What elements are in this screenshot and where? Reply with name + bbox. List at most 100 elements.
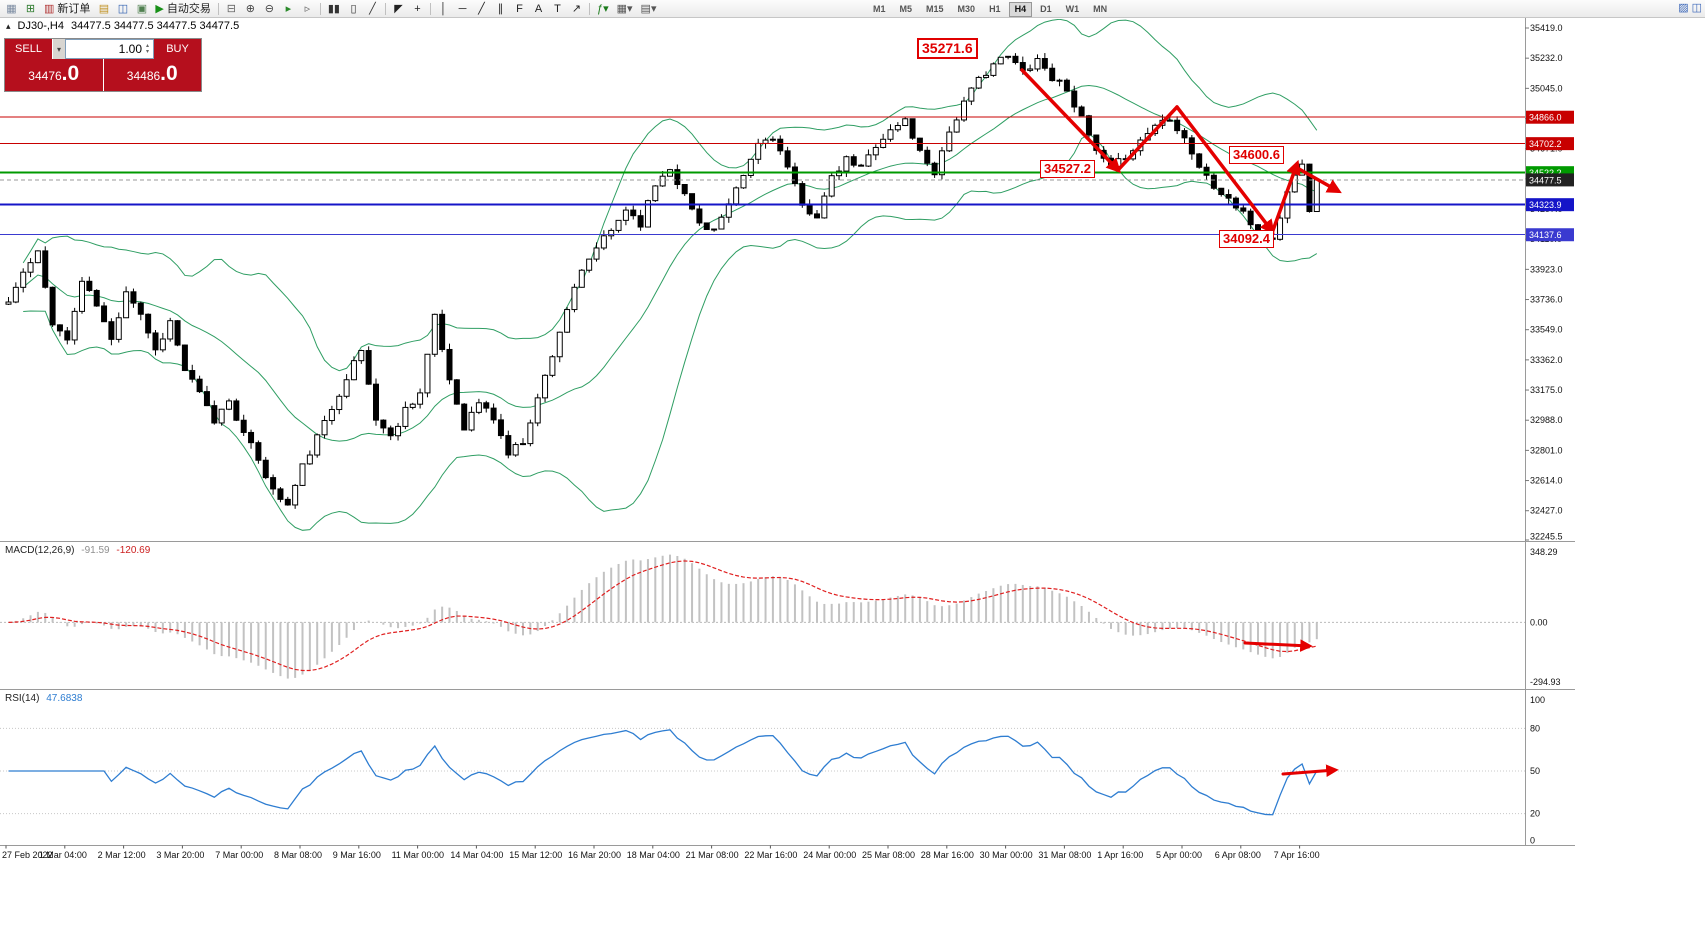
toolbar-separator bbox=[319, 2, 321, 15]
volume-input[interactable]: 1.00 ▴ ▾ bbox=[65, 39, 154, 59]
trade-panel-top-row: SELL ▾ 1.00 ▴ ▾ BUY bbox=[5, 39, 201, 59]
price-annotation-swing-high-2[interactable]: 34600.6 bbox=[1229, 146, 1284, 164]
market-watch-icon: ◫ bbox=[117, 2, 129, 15]
one-click-toggle-icon[interactable]: ▴ bbox=[6, 20, 11, 31]
templates-dropdown[interactable]: ▤▾ bbox=[638, 1, 660, 17]
candlestick-button[interactable]: ▯ bbox=[345, 1, 362, 17]
chart-window-icon[interactable]: ▨ bbox=[1678, 2, 1689, 14]
data-window-button[interactable]: ▣ bbox=[133, 1, 150, 17]
svg-text:32988.0: 32988.0 bbox=[1530, 415, 1563, 425]
sell-button[interactable]: 34476.0 bbox=[5, 59, 103, 91]
label-button[interactable]: T bbox=[549, 1, 566, 17]
indicators-dropdown[interactable]: ƒ▾ bbox=[594, 1, 612, 17]
timeframe-m30[interactable]: M30 bbox=[957, 4, 976, 14]
new-chart-button[interactable]: ⊞ bbox=[22, 1, 39, 17]
fibonacci-icon: F bbox=[516, 2, 523, 15]
buy-label[interactable]: BUY bbox=[154, 39, 201, 59]
new-order-icon: ▥ bbox=[44, 2, 55, 15]
svg-text:35232.0: 35232.0 bbox=[1530, 53, 1563, 63]
chart-profiles-button[interactable]: ▤ bbox=[95, 1, 112, 17]
svg-text:15 Mar 12:00: 15 Mar 12:00 bbox=[509, 850, 562, 860]
svg-text:80: 80 bbox=[1530, 723, 1540, 733]
channel-button[interactable]: ∥ bbox=[492, 1, 509, 17]
volume-spinner[interactable]: ▴ ▾ bbox=[145, 43, 149, 55]
svg-text:25 Mar 08:00: 25 Mar 08:00 bbox=[862, 850, 915, 860]
auto-scroll-button[interactable]: ▸ bbox=[280, 1, 297, 17]
auto-scroll-icon: ▸ bbox=[285, 2, 292, 15]
trendline-icon: ╱ bbox=[478, 2, 485, 15]
zoom-in-button[interactable]: ⊕ bbox=[242, 1, 259, 17]
cursor-button[interactable]: ◤ bbox=[390, 1, 407, 17]
trendline-button[interactable]: ╱ bbox=[473, 1, 490, 17]
trend-arrow-lines[interactable] bbox=[1020, 68, 1342, 777]
zoom-out-icon: ⊖ bbox=[264, 2, 274, 15]
timeframe-d1[interactable]: D1 bbox=[1040, 4, 1052, 14]
svg-text:50: 50 bbox=[1530, 766, 1540, 776]
svg-text:33362.0: 33362.0 bbox=[1530, 355, 1563, 365]
buy-price: 34486 bbox=[126, 69, 161, 83]
line-chart-button[interactable]: ╱ bbox=[364, 1, 381, 17]
timeframe-toolbar: M1 M5 M15 M30 H1 H4 D1 W1 MN bbox=[866, 1, 1114, 17]
crosshair-button[interactable]: + bbox=[409, 1, 426, 17]
svg-text:32801.0: 32801.0 bbox=[1530, 445, 1563, 455]
toolbar-separator bbox=[429, 2, 431, 15]
horizontal-line-icon: ─ bbox=[458, 2, 467, 15]
new-order-button[interactable]: ▥ 新订单 bbox=[41, 1, 93, 17]
autotrade-icon: ▶ bbox=[155, 2, 164, 15]
sell-label[interactable]: SELL bbox=[5, 39, 52, 59]
layout-icon[interactable]: ◫ bbox=[1691, 2, 1702, 14]
svg-text:0: 0 bbox=[1530, 836, 1535, 846]
sell-dropdown-icon[interactable]: ▾ bbox=[52, 39, 65, 59]
chart-shift-button[interactable]: ▹ bbox=[299, 1, 316, 17]
main-chart-layer bbox=[5, 19, 1320, 531]
tile-windows-button[interactable]: ⊟ bbox=[223, 1, 240, 17]
timeframe-h4[interactable]: H4 bbox=[1008, 1, 1033, 17]
market-watch-button[interactable]: ◫ bbox=[114, 1, 131, 17]
price-annotation-high[interactable]: 35271.6 bbox=[917, 38, 978, 59]
toolbar-separator bbox=[588, 2, 590, 15]
label-icon: T bbox=[554, 2, 561, 15]
timeframe-mn[interactable]: MN bbox=[1093, 4, 1108, 14]
buy-button[interactable]: 34486.0 bbox=[103, 59, 201, 91]
horizontal-line-button[interactable]: ─ bbox=[454, 1, 471, 17]
price-annotation-swing-low-1[interactable]: 34527.2 bbox=[1040, 160, 1095, 178]
periods-dropdown[interactable]: ▦▾ bbox=[614, 1, 636, 17]
panel-separators bbox=[0, 18, 1575, 846]
svg-text:21 Mar 08:00: 21 Mar 08:00 bbox=[686, 850, 739, 860]
timeframe-h1[interactable]: H1 bbox=[989, 4, 1001, 14]
price-annotation-swing-low-2[interactable]: 34092.4 bbox=[1219, 230, 1274, 248]
macd-indicator-label: MACD(12,26,9) -91.59 -120.69 bbox=[5, 545, 150, 556]
text-button[interactable]: A bbox=[530, 1, 547, 17]
indicators-dropdown-icon: ƒ▾ bbox=[596, 2, 609, 15]
svg-text:34477.5: 34477.5 bbox=[1529, 175, 1562, 185]
timeframe-m1[interactable]: M1 bbox=[873, 4, 886, 14]
zoom-out-button[interactable]: ⊖ bbox=[261, 1, 278, 17]
timeframe-m15[interactable]: M15 bbox=[926, 4, 944, 14]
fibonacci-button[interactable]: F bbox=[511, 1, 528, 17]
arrows-button[interactable]: ↗ bbox=[568, 1, 585, 17]
svg-text:34137.6: 34137.6 bbox=[1529, 230, 1562, 240]
toolbar-separator bbox=[384, 2, 386, 15]
text-icon: A bbox=[534, 2, 543, 15]
arrows-icon: ↗ bbox=[571, 2, 582, 15]
svg-text:348.29: 348.29 bbox=[1530, 547, 1558, 557]
timeframe-w1[interactable]: W1 bbox=[1065, 4, 1080, 14]
price-axis: 35419.035232.035045.034858.034671.034484… bbox=[1525, 23, 1574, 846]
autotrade-button[interactable]: ▶ 自动交易 bbox=[152, 1, 213, 17]
sell-price-pips: .0 bbox=[61, 62, 80, 85]
svg-text:100: 100 bbox=[1530, 695, 1545, 705]
bar-chart-button[interactable]: ▮▮ bbox=[325, 1, 343, 17]
svg-text:33549.0: 33549.0 bbox=[1530, 325, 1563, 335]
svg-text:35045.0: 35045.0 bbox=[1530, 83, 1563, 93]
vertical-line-button[interactable]: │ bbox=[435, 1, 452, 17]
symbol-period-label: DJ30-,H4 bbox=[17, 20, 64, 32]
cursor-icon: ◤ bbox=[394, 2, 403, 15]
timeframe-m5[interactable]: M5 bbox=[899, 4, 913, 14]
svg-text:-294.93: -294.93 bbox=[1530, 677, 1561, 687]
crosshair-icon: + bbox=[414, 2, 421, 15]
horizontal-lines[interactable] bbox=[0, 116, 1525, 236]
line-chart-icon: ╱ bbox=[369, 2, 376, 15]
svg-text:34522.2: 34522.2 bbox=[1529, 168, 1562, 178]
app-icon[interactable]: ▦ bbox=[3, 1, 20, 17]
